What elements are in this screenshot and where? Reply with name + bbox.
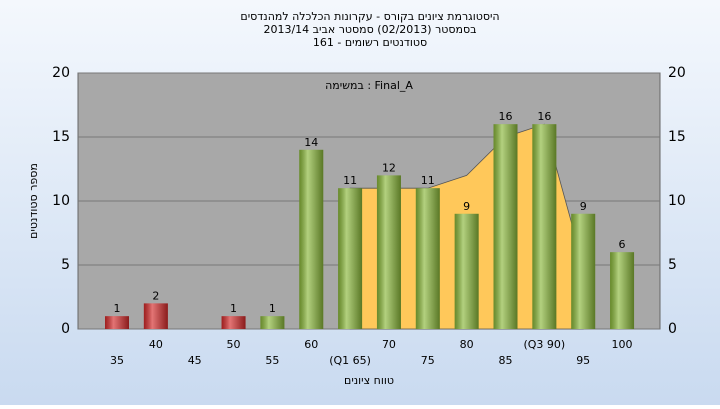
value-label: 12 <box>382 161 396 174</box>
y2-tick-label: 5 <box>668 257 677 273</box>
bar <box>105 316 129 329</box>
title-line: היסטוגרמת ציונים בקורס - עקרונות הכלכלה … <box>240 10 499 23</box>
x-tick-label: 80 <box>460 338 474 351</box>
value-label: 6 <box>619 238 626 251</box>
x-tick-label: (Q1 65) <box>329 354 371 367</box>
x-tick-label: 50 <box>227 338 241 351</box>
y-tick-label: 15 <box>52 129 70 145</box>
y2-tick-label: 0 <box>668 321 677 337</box>
bar <box>454 213 479 329</box>
bar <box>260 316 285 329</box>
x-tick-label: 100 <box>612 338 633 351</box>
value-label: 9 <box>580 200 587 213</box>
bar <box>493 124 518 329</box>
x-tick-label: 40 <box>149 338 163 351</box>
y2-tick-label: 10 <box>668 193 686 209</box>
bar <box>532 124 557 329</box>
bar <box>338 188 363 329</box>
x-tick-label: 85 <box>499 354 513 367</box>
y2-tick-label: 20 <box>668 65 686 81</box>
bar <box>143 303 168 329</box>
y2-tick-label: 15 <box>668 129 686 145</box>
x-tick-label: 75 <box>421 354 435 367</box>
bar <box>571 213 596 329</box>
value-label: 2 <box>152 289 159 302</box>
value-label: 1 <box>114 302 121 315</box>
bar <box>376 175 401 329</box>
value-label: 1 <box>269 302 276 315</box>
value-label: 1 <box>230 302 237 315</box>
value-label: 16 <box>537 110 551 123</box>
title-line: בסמסטר (02/2013) סמסטר אביב 2013/14 <box>263 23 476 36</box>
title-line: סטודנטים רשומים - 161 <box>313 36 427 49</box>
value-label: 9 <box>463 200 470 213</box>
x-axis-label: טווח ציונים <box>344 374 394 387</box>
y-tick-label: 10 <box>52 193 70 209</box>
x-tick-label: 45 <box>188 354 202 367</box>
x-tick-label: 95 <box>576 354 590 367</box>
y-tick-label: 0 <box>61 321 70 337</box>
value-label: 11 <box>343 174 357 187</box>
annotation: במשימה : Final_A <box>325 79 413 92</box>
x-tick-label: (Q3 90) <box>523 338 565 351</box>
y-axis-label: מספר סטודנטים <box>27 163 40 239</box>
bar <box>415 188 440 329</box>
value-label: 14 <box>304 136 318 149</box>
y-tick-label: 20 <box>52 65 70 81</box>
x-tick-label: 55 <box>265 354 279 367</box>
value-label: 16 <box>499 110 513 123</box>
bar <box>610 252 635 329</box>
bar <box>299 149 324 329</box>
bar <box>221 316 246 329</box>
x-tick-label: 60 <box>304 338 318 351</box>
value-label: 11 <box>421 174 435 187</box>
x-tick-label: 70 <box>382 338 396 351</box>
x-tick-label: 35 <box>110 354 124 367</box>
y-tick-label: 5 <box>61 257 70 273</box>
